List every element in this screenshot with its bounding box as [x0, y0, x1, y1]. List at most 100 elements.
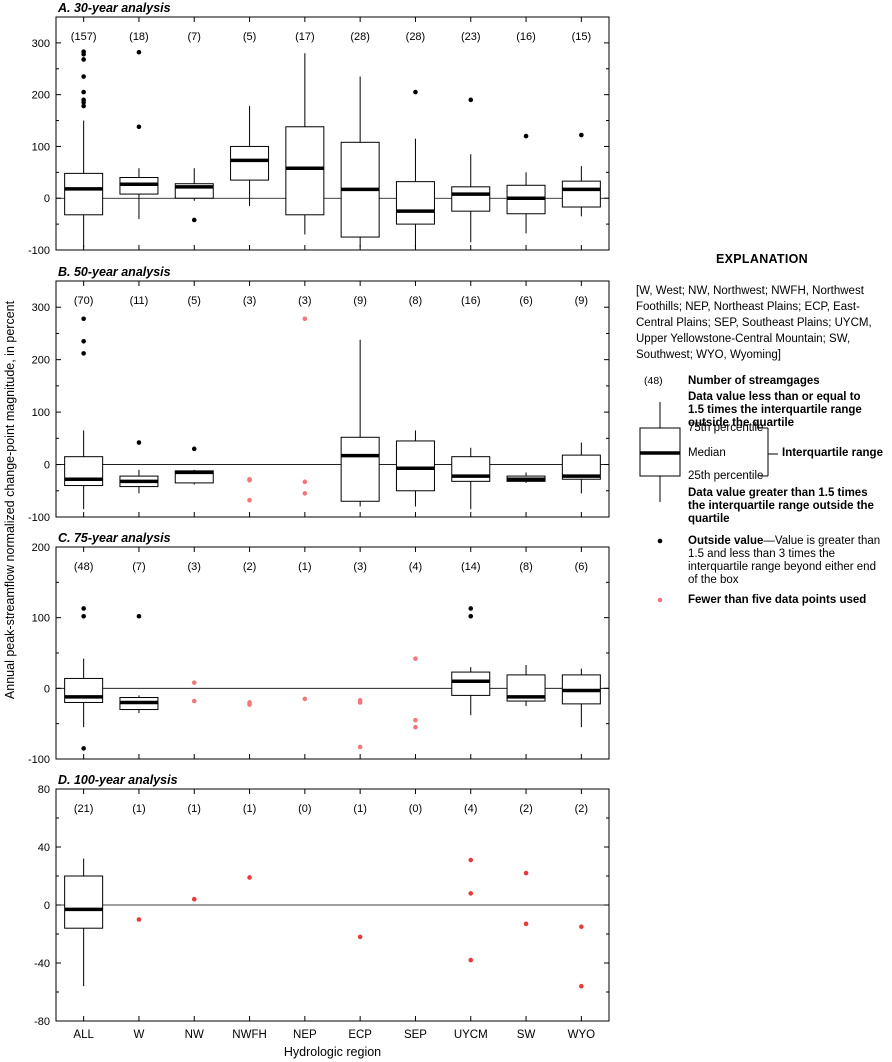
y-tick-label: 300	[32, 38, 50, 50]
count-label: (157)	[71, 31, 97, 43]
count-label: (8)	[519, 561, 532, 573]
outside-value-point	[81, 74, 86, 79]
box-iqr	[64, 172, 104, 216]
count-label: (9)	[575, 295, 588, 307]
sparse-data-point	[302, 316, 308, 322]
sparse-data-point	[468, 957, 474, 963]
x-category-label: NEP	[293, 1029, 317, 1041]
outside-value-point	[81, 606, 86, 611]
box-iqr	[64, 875, 104, 929]
box-iqr	[395, 181, 435, 225]
count-label: (3)	[353, 561, 366, 573]
sparse-data-point	[413, 724, 418, 730]
count-label: (7)	[188, 31, 201, 43]
legend-p75: 75th percentile	[688, 422, 764, 434]
box-iqr	[64, 677, 104, 703]
y-tick-label: 200	[32, 542, 50, 554]
count-label: (5)	[243, 31, 256, 43]
legend-median: Median	[688, 447, 726, 459]
outside-value-point	[191, 217, 197, 223]
sparse-data-point	[523, 870, 529, 876]
y-tick-label: -40	[34, 958, 50, 970]
sparse-data-point	[302, 479, 308, 485]
y-tick-label: 0	[44, 193, 50, 205]
legend-sparse-dot	[657, 597, 663, 603]
x-category-label: NWFH	[232, 1029, 267, 1041]
outside-value-point	[81, 746, 86, 751]
box-iqr	[395, 440, 435, 492]
sparse-data-point	[302, 696, 308, 702]
x-category-label: WYO	[568, 1029, 596, 1041]
outside-value-point	[136, 613, 142, 619]
box-iqr	[561, 180, 601, 208]
sparse-data-point	[357, 700, 363, 705]
outside-value-point	[81, 351, 86, 356]
x-category-label: SW	[517, 1029, 536, 1041]
count-label: (0)	[409, 803, 422, 815]
count-label: (2)	[575, 803, 588, 815]
y-tick-label: 100	[32, 613, 50, 625]
sparse-data-point	[191, 896, 197, 902]
count-label: (2)	[243, 561, 256, 573]
legend-upper-whisker: Data value less than or equal to 1.5 tim…	[688, 391, 862, 429]
legend-title: EXPLANATION	[716, 252, 808, 266]
outside-value-point	[81, 339, 86, 344]
sparse-data-point	[579, 983, 584, 989]
panel-frame	[55, 280, 610, 518]
outside-value-point	[468, 606, 474, 611]
outside-value-point	[81, 103, 86, 109]
box-iqr	[230, 145, 270, 181]
box-iqr	[340, 436, 380, 502]
y-tick-label: 0	[44, 683, 50, 695]
count-label: (5)	[188, 295, 201, 307]
y-tick-label: 0	[44, 460, 50, 472]
sparse-data-point	[191, 680, 197, 685]
sparse-data-point	[247, 497, 252, 503]
outside-value-point	[191, 446, 197, 452]
panel-title: B. 50-year analysis	[58, 265, 171, 279]
outside-value-point	[468, 97, 474, 103]
outside-value-point	[81, 89, 86, 95]
legend-p25: 25th percentile	[688, 470, 764, 482]
outside-value-point	[579, 132, 584, 138]
count-label: (3)	[298, 295, 311, 307]
count-label: (18)	[129, 31, 149, 43]
y-tick-label: 40	[38, 842, 50, 854]
panel-frame	[55, 16, 610, 251]
count-label: (7)	[132, 561, 145, 573]
panel-title: D. 100-year analysis	[58, 773, 178, 787]
x-category-label: NW	[185, 1029, 204, 1041]
x-category-label: ALL	[73, 1029, 94, 1041]
legend-iqr: Interquartile range	[782, 447, 883, 459]
count-label: (16)	[461, 295, 481, 307]
y-tick-label: -100	[28, 512, 50, 524]
y-tick-label: 200	[32, 355, 50, 367]
sparse-data-point	[136, 917, 142, 922]
count-label: (17)	[295, 31, 315, 43]
count-label: (28)	[350, 31, 370, 43]
count-label: (2)	[519, 803, 532, 815]
box-iqr	[64, 456, 104, 487]
panel-frame	[55, 546, 610, 760]
sparse-data-point	[468, 891, 474, 896]
count-label: (21)	[74, 803, 94, 815]
outside-value-point	[413, 89, 418, 95]
sparse-data-point	[413, 717, 418, 723]
count-label: (0)	[298, 803, 311, 815]
legend-count-example: (48)	[644, 375, 663, 387]
sparse-data-point	[357, 934, 363, 940]
legend-outside-label: Outside value	[688, 535, 764, 547]
panel-title: A. 30-year analysis	[57, 1, 171, 15]
y-tick-label: 300	[32, 302, 50, 314]
sparse-data-point	[413, 656, 418, 661]
y-tick-label: 0	[44, 900, 50, 912]
panel-title: C. 75-year analysis	[58, 531, 171, 545]
y-axis-label: Annual peak-streamflow normalized change…	[3, 300, 17, 699]
legend-outside: Outside value—Value is greater than 1.5 …	[688, 535, 888, 587]
y-tick-label: 80	[38, 784, 50, 796]
outside-value-point	[523, 133, 529, 139]
box-iqr	[451, 671, 491, 696]
legend-abbreviations: [W, West; NW, Northwest; NWFH, Northwest…	[636, 285, 872, 361]
y-tick-label: -100	[28, 754, 50, 766]
